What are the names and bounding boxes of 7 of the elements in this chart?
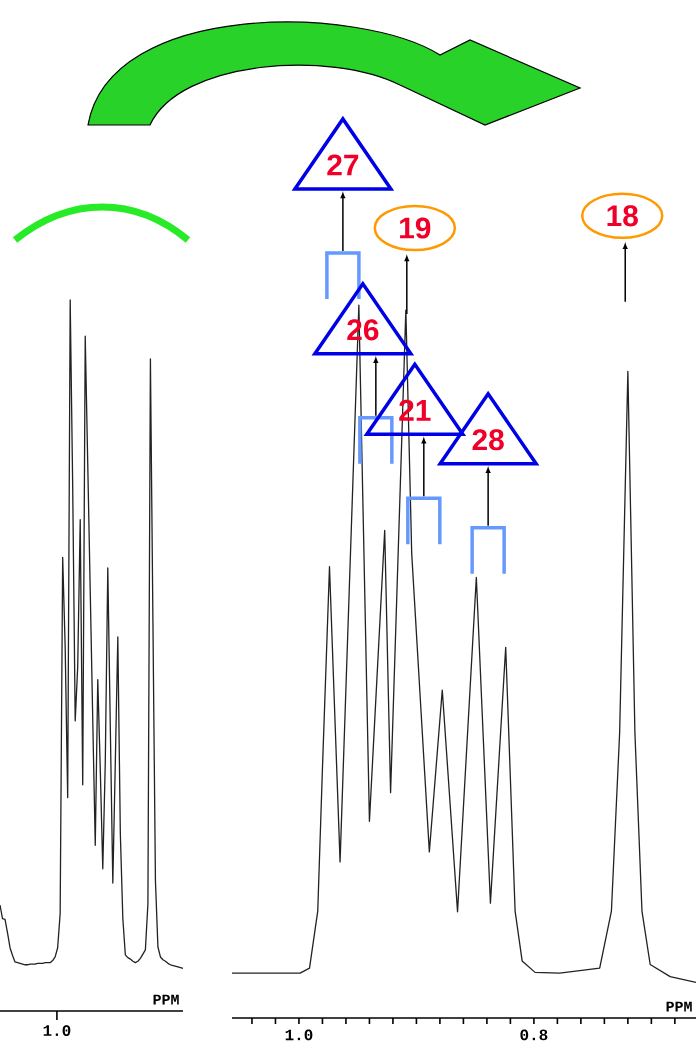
annotation: 28 xyxy=(472,429,504,451)
x-axis-title: PPM xyxy=(666,1001,692,1012)
x-axis-title: PPM xyxy=(153,994,179,1005)
x-tick-label: 0.8 xyxy=(520,1029,548,1041)
text: 18 xyxy=(607,205,638,227)
text: 27 xyxy=(327,154,359,176)
text: 19 xyxy=(400,217,431,239)
